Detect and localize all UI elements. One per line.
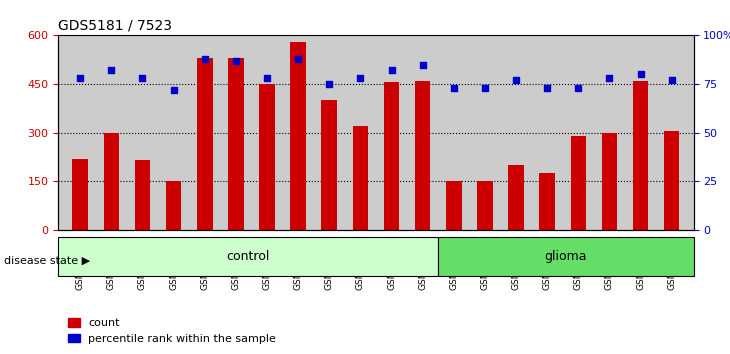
Point: [604, 75, 615, 81]
Bar: [134, 160, 150, 230]
Bar: [321, 100, 337, 230]
Bar: [197, 58, 212, 230]
Bar: [228, 58, 244, 230]
Point: [448, 85, 460, 91]
Bar: [384, 82, 399, 230]
Point: [635, 72, 647, 77]
Bar: [602, 133, 618, 230]
Bar: [353, 126, 368, 230]
Point: [292, 56, 304, 62]
Bar: [104, 133, 119, 230]
Point: [105, 68, 117, 73]
Legend: count, percentile rank within the sample: count, percentile rank within the sample: [64, 314, 281, 348]
Bar: [166, 181, 181, 230]
Point: [230, 58, 242, 63]
Bar: [446, 181, 461, 230]
Bar: [633, 81, 648, 230]
Bar: [508, 165, 524, 230]
Text: disease state ▶: disease state ▶: [4, 255, 90, 265]
Bar: [571, 136, 586, 230]
Point: [355, 75, 366, 81]
Text: glioma: glioma: [545, 250, 587, 263]
Bar: [58, 237, 438, 276]
Bar: [415, 81, 431, 230]
Bar: [477, 181, 493, 230]
Bar: [539, 173, 555, 230]
Point: [199, 56, 210, 62]
Point: [323, 81, 335, 87]
Point: [261, 75, 273, 81]
Point: [542, 85, 553, 91]
Point: [479, 85, 491, 91]
Point: [74, 75, 86, 81]
Bar: [438, 237, 694, 276]
Text: control: control: [226, 250, 270, 263]
Text: GDS5181 / 7523: GDS5181 / 7523: [58, 19, 172, 33]
Bar: [291, 42, 306, 230]
Point: [666, 77, 677, 83]
Point: [510, 77, 522, 83]
Point: [385, 68, 397, 73]
Point: [168, 87, 180, 93]
Bar: [72, 159, 88, 230]
Point: [417, 62, 429, 67]
Bar: [664, 131, 680, 230]
Point: [572, 85, 584, 91]
Bar: [259, 84, 274, 230]
Point: [137, 75, 148, 81]
